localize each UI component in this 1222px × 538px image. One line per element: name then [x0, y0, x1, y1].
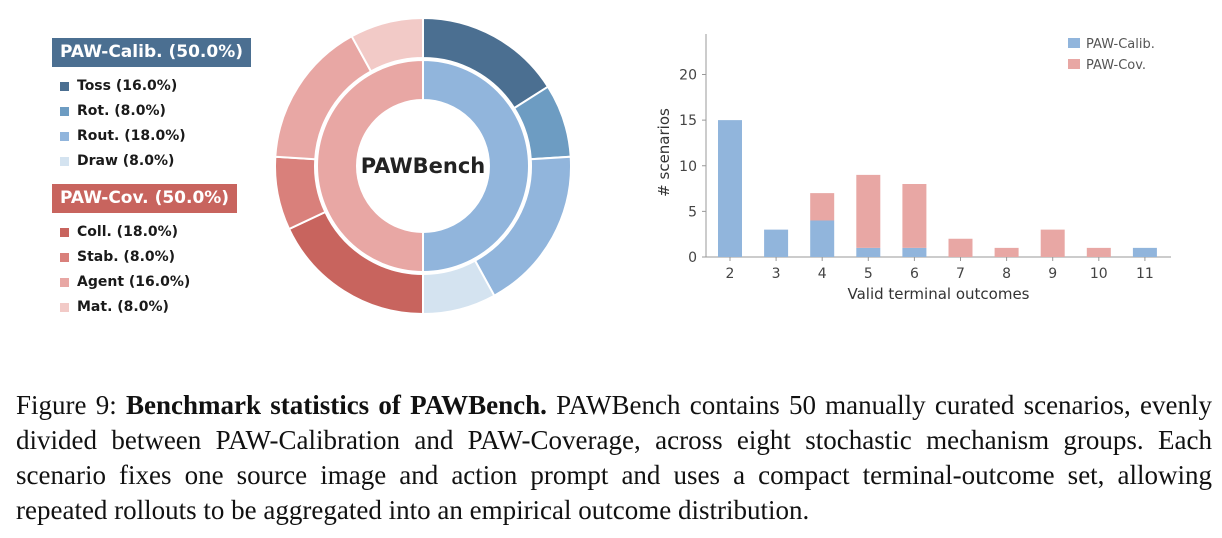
legend-label: Rot. (8.0%) [77, 103, 166, 119]
bar-cov [1040, 229, 1065, 257]
x-tick-label: 2 [726, 266, 735, 282]
legend-label: Stab. (8.0%) [77, 249, 176, 265]
caption-prefix: Figure 9: [16, 390, 126, 420]
bar-cov [856, 174, 881, 248]
legend-label: Coll. (18.0%) [77, 224, 179, 240]
inner-ring-slice [316, 58, 424, 274]
legend-label: Toss (16.0%) [77, 78, 178, 94]
y-tick-label: 15 [679, 113, 697, 129]
figure-caption: Figure 9: Benchmark statistics of PAWBen… [16, 388, 1212, 528]
bar-legend-swatch [1068, 38, 1080, 48]
y-tick-label: 5 [688, 204, 697, 220]
outer-ring-slice [350, 18, 424, 73]
legend-label: Agent (16.0%) [77, 274, 191, 290]
cov-legend-header: PAW-Cov. (50.0%) [52, 184, 238, 213]
x-tick-label: 4 [818, 266, 827, 282]
cov-legend: PAW-Cov. (50.0%) [52, 184, 238, 213]
x-tick-label: 9 [1048, 266, 1057, 282]
legend-swatch [60, 302, 69, 312]
bar-calib [718, 120, 742, 257]
y-axis-label: # scenarios [655, 108, 673, 197]
caption-bold: Benchmark statistics of PAWBench. [125, 390, 547, 420]
caption-text: PAWBench contains 50 manually curated sc… [16, 390, 1212, 525]
legend-swatch [60, 227, 69, 237]
legend-item: Rot. (8.0%) [60, 101, 166, 121]
legend-item: Toss (16.0%) [60, 76, 177, 96]
donut-center-label: PAWBench [361, 154, 486, 178]
x-tick-label: 5 [864, 266, 873, 282]
calib-legend: PAW-Calib. (50.0%) [52, 38, 251, 67]
legend-item: Rout. (18.0%) [60, 126, 186, 146]
legend-swatch [60, 106, 69, 116]
legend-label: Mat. (8.0%) [77, 299, 169, 315]
legend-item: Coll. (18.0%) [60, 222, 178, 242]
bar-legend-label: PAW-Calib. [1086, 37, 1155, 52]
legend-item: Draw (8.0%) [60, 151, 174, 171]
bar-calib [902, 247, 927, 257]
x-tick-label: 10 [1090, 266, 1108, 282]
legend-item: Mat. (8.0%) [60, 297, 169, 317]
x-tick-label: 7 [956, 266, 965, 282]
legend-swatch [60, 252, 69, 262]
bar-calib [856, 247, 881, 257]
bar-cov [948, 238, 973, 257]
inner-ring-slice [422, 58, 530, 274]
bar-cov [810, 193, 835, 221]
y-tick-label: 20 [679, 68, 697, 84]
legend-label: Draw (8.0%) [77, 153, 175, 169]
x-tick-label: 8 [1002, 266, 1011, 282]
legend-label: Rout. (18.0%) [77, 128, 186, 144]
bar-calib [810, 220, 835, 257]
bar-cov [994, 247, 1019, 257]
x-tick-label: 11 [1136, 266, 1154, 282]
legend-item: Agent (16.0%) [60, 272, 190, 292]
legend-item: Stab. (8.0%) [60, 247, 175, 267]
x-tick-label: 6 [910, 266, 919, 282]
y-tick-label: 0 [688, 250, 697, 266]
bar-cov [902, 184, 927, 248]
bar-legend-swatch [1068, 59, 1080, 69]
calib-legend-header: PAW-Calib. (50.0%) [52, 38, 251, 67]
legend-swatch [60, 156, 69, 166]
bar-chart: 0 5 10 15 20 2 3 4 5 6 7 8 9 10 11 Valid terminal outco… [655, 34, 1171, 303]
bar-legend-label: PAW-Cov. [1086, 58, 1146, 73]
x-axis-label: Valid terminal outcomes [848, 285, 1030, 303]
bar-calib [1132, 247, 1157, 257]
donut-chart: PAWBench [274, 18, 572, 316]
x-tick-label: 3 [772, 266, 781, 282]
bar-cov [1086, 247, 1111, 257]
legend-swatch [60, 277, 69, 287]
y-tick-label: 10 [679, 159, 697, 175]
bar-calib [764, 229, 789, 257]
legend-swatch [60, 131, 69, 141]
legend-swatch [60, 81, 69, 91]
